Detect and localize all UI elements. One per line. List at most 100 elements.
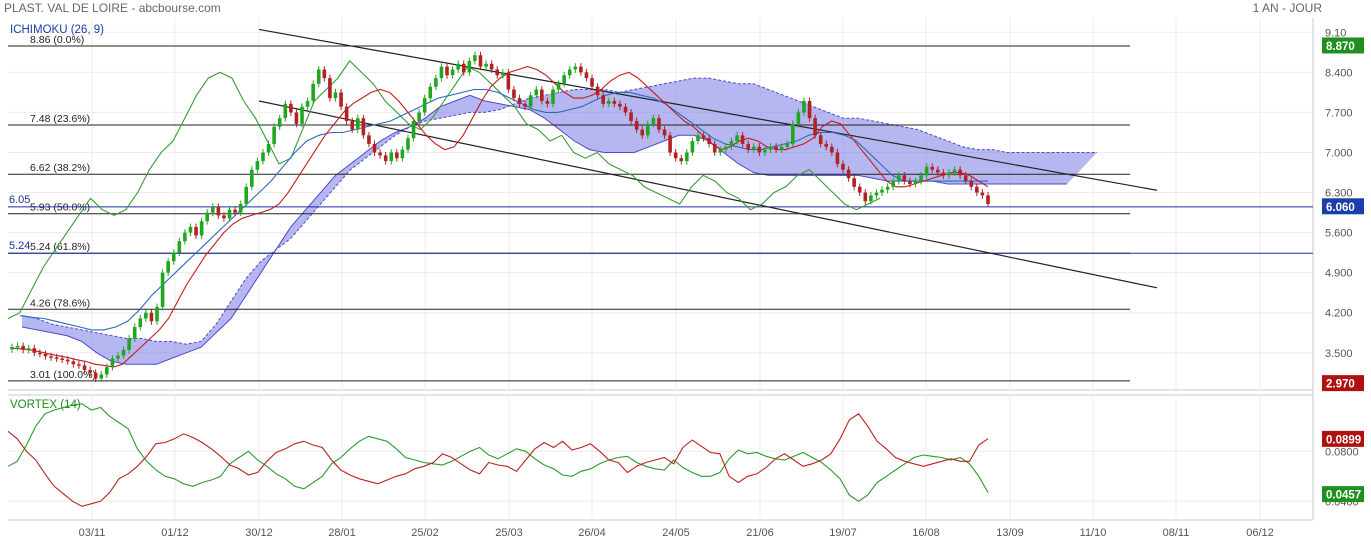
candle-body	[283, 103, 288, 119]
x-tick-label: 25/02	[411, 527, 439, 539]
support-label: 5.24	[9, 240, 30, 252]
candle-body	[60, 358, 64, 361]
trendlines	[258, 28, 1158, 289]
candle-body	[902, 175, 907, 182]
candle-body	[473, 55, 477, 61]
candle-body	[372, 143, 377, 153]
candle-body	[289, 103, 293, 113]
x-tick-label: 11/10	[1080, 527, 1107, 539]
x-tick-label: 25/03	[495, 527, 523, 539]
candle-body	[277, 118, 282, 127]
vortex-plus-line	[7, 403, 989, 502]
candle-body	[701, 135, 706, 139]
candle-body	[350, 121, 355, 130]
kijun-sen-line	[19, 88, 988, 331]
last-value-badge	[1322, 430, 1364, 447]
candle-body	[958, 169, 962, 176]
candle-body	[461, 63, 466, 73]
candle-body	[952, 169, 957, 173]
x-tick-label: 13/09	[996, 527, 1024, 539]
candle-body	[177, 241, 182, 253]
candle-body	[924, 166, 929, 176]
candle-body	[908, 181, 912, 184]
candle-body	[406, 138, 410, 150]
candle-body	[121, 349, 126, 356]
candle-body	[110, 358, 115, 368]
candle-body	[791, 123, 795, 144]
vortex-lines	[7, 403, 989, 507]
y-tick-label: 9.10	[1325, 27, 1346, 39]
x-tick-label: 24/05	[662, 527, 690, 539]
candle-body	[328, 78, 332, 99]
candle-body	[668, 135, 672, 153]
candle-body	[913, 181, 918, 184]
x-tick-label: 01/12	[161, 527, 189, 539]
candle-body	[411, 121, 416, 139]
candle-body	[634, 121, 639, 130]
candle-body	[82, 365, 87, 370]
candle-body	[138, 318, 143, 328]
period-label[interactable]: 1 AN - JOUR	[1252, 1, 1322, 15]
candle-body	[579, 66, 583, 73]
y-tick-label: 0.0800	[1325, 446, 1359, 458]
fib-level-label: 4.26 (78.6%)	[30, 297, 90, 309]
candle-body	[523, 103, 527, 107]
chikou-span-line	[7, 60, 881, 319]
candle-body	[590, 78, 594, 87]
candle-body	[662, 129, 667, 136]
candle-body	[841, 163, 845, 170]
candle-body	[378, 152, 382, 156]
candle-body	[796, 112, 801, 124]
candle-body	[601, 95, 605, 104]
candle-body	[712, 143, 717, 153]
candle-body	[344, 106, 349, 122]
candle-body	[311, 83, 315, 101]
candle-body	[567, 69, 572, 76]
candle-body	[77, 364, 81, 366]
candle-body	[679, 158, 684, 162]
candle-body	[835, 152, 840, 164]
candle-body	[216, 206, 221, 216]
candle-body	[244, 186, 249, 204]
candle-body	[255, 161, 260, 170]
candle-body	[651, 118, 656, 124]
candle-body	[640, 129, 645, 136]
y-tick-label: 3.500	[1325, 348, 1353, 360]
last-value-badge	[1322, 375, 1364, 392]
candle-body	[785, 143, 790, 147]
candle-body	[562, 75, 566, 84]
candle-body	[735, 135, 739, 142]
candle-body	[294, 112, 299, 124]
price-candles	[10, 51, 990, 382]
candle-body	[49, 356, 53, 358]
candle-body	[963, 175, 968, 182]
vortex-minus-line	[7, 413, 989, 507]
candle-body	[238, 204, 243, 213]
candle-body	[210, 206, 215, 213]
x-tick-label: 28/01	[328, 527, 356, 539]
candle-body	[618, 103, 622, 107]
candle-body	[233, 209, 237, 213]
candle-body	[517, 98, 522, 104]
candle-body	[322, 69, 327, 79]
candle-body	[500, 72, 505, 76]
candle-body	[434, 78, 438, 87]
candle-body	[930, 166, 935, 170]
candle-body	[300, 106, 304, 124]
candle-body	[751, 146, 756, 150]
candle-body	[26, 348, 31, 350]
candle-body	[824, 143, 829, 147]
y-tick-label: 6.300	[1325, 188, 1353, 200]
axes: 03/11 01/12 30/12 28/01 25/02 25/03 26/04 24/05…	[79, 27, 1359, 539]
candle-body	[32, 348, 37, 353]
last-value-badge	[1322, 37, 1364, 54]
candle-body	[199, 221, 204, 236]
candle-body	[395, 152, 399, 159]
candle-body	[88, 369, 92, 373]
y-tick-label: 5.600	[1325, 228, 1353, 240]
candle-body	[757, 146, 762, 153]
candle-body	[272, 126, 276, 144]
y-tick-label: 4.200	[1325, 308, 1353, 320]
candle-body	[10, 347, 14, 350]
candle-body	[629, 112, 633, 122]
